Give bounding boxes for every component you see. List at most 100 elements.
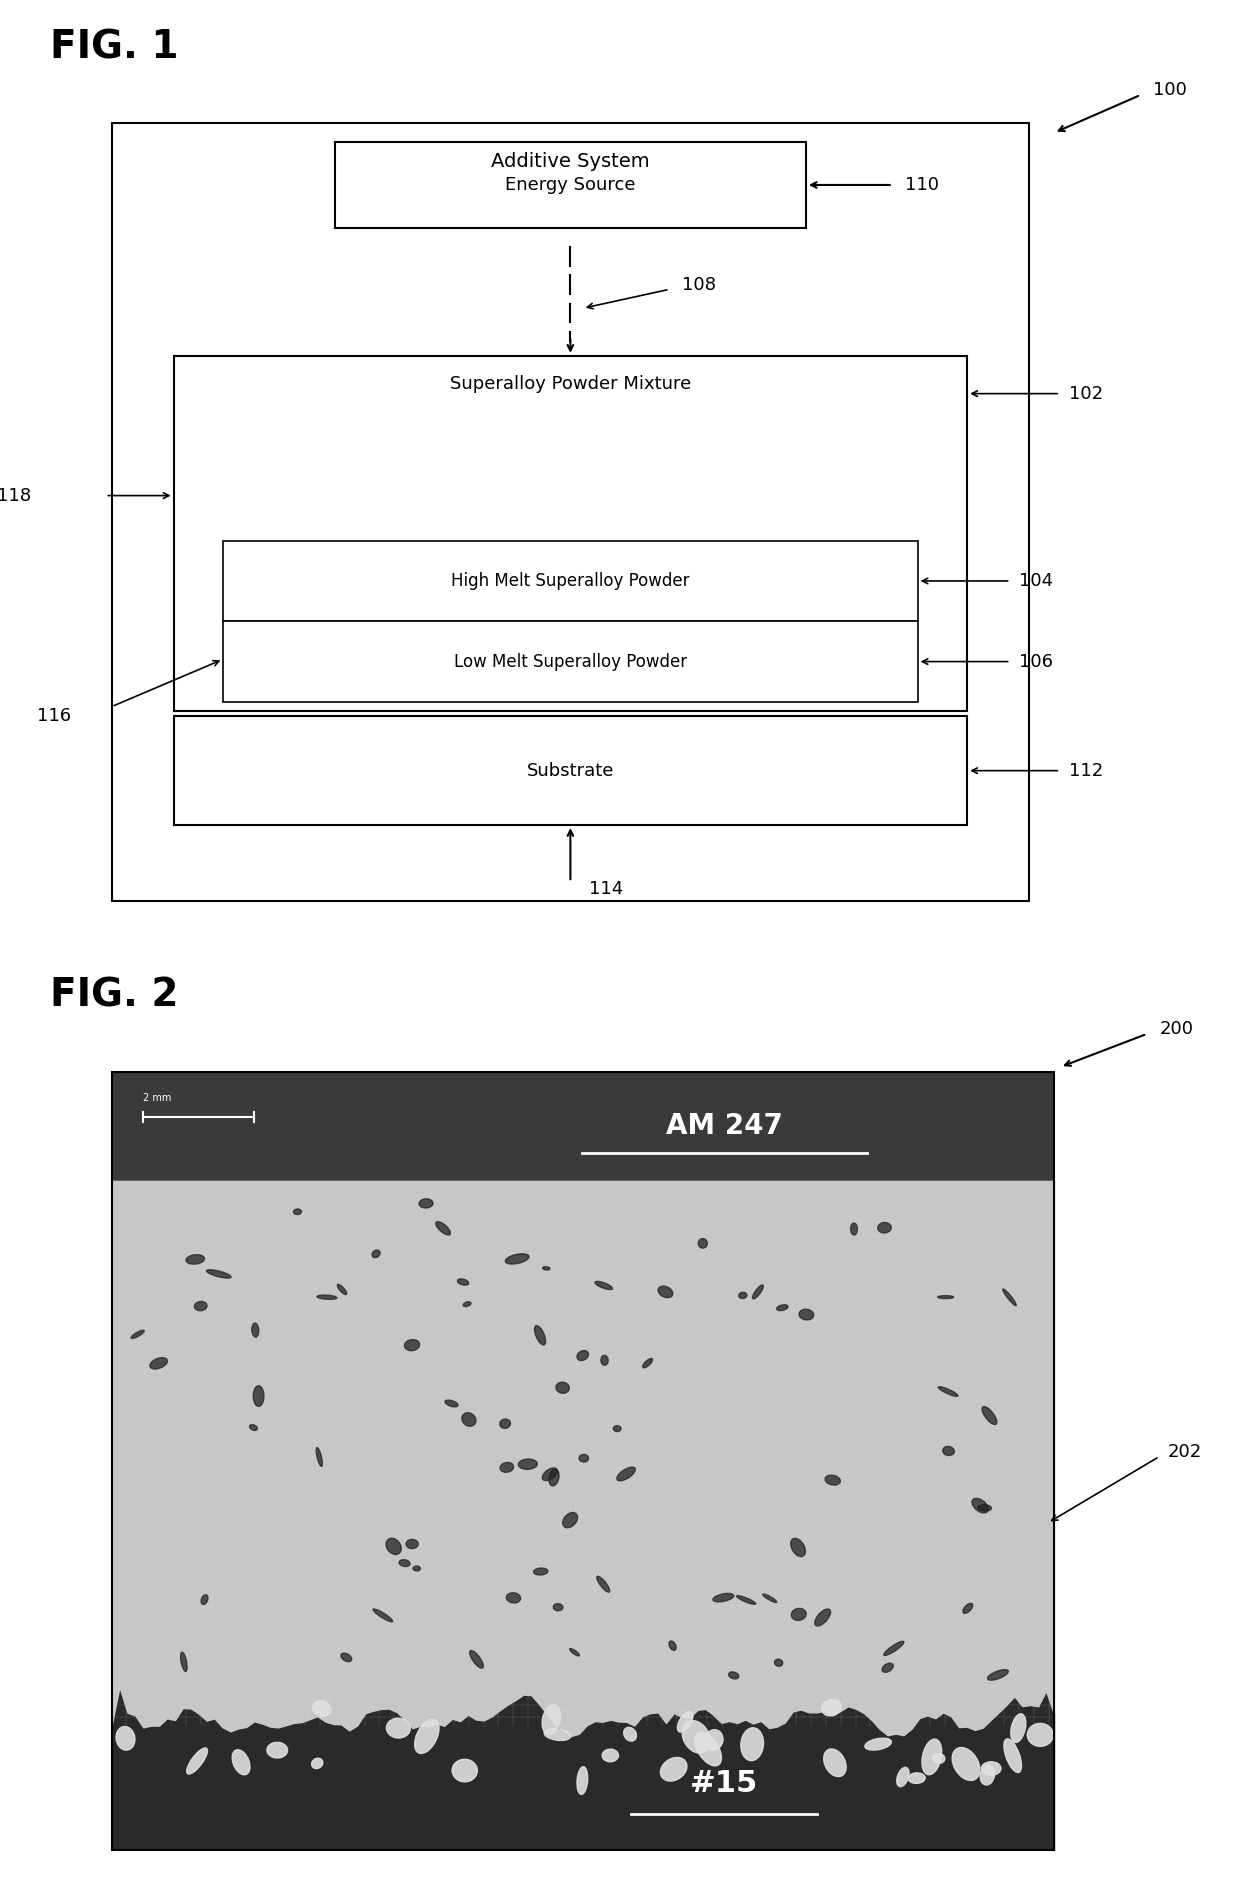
Ellipse shape bbox=[821, 1700, 842, 1717]
Ellipse shape bbox=[737, 1595, 755, 1605]
Ellipse shape bbox=[1003, 1290, 1017, 1305]
Ellipse shape bbox=[972, 1499, 988, 1514]
Ellipse shape bbox=[419, 1199, 433, 1208]
Ellipse shape bbox=[461, 1413, 476, 1427]
Ellipse shape bbox=[596, 1576, 610, 1592]
Ellipse shape bbox=[658, 1286, 673, 1298]
Ellipse shape bbox=[187, 1747, 207, 1774]
Text: 102: 102 bbox=[1069, 385, 1104, 402]
Ellipse shape bbox=[252, 1322, 259, 1337]
FancyBboxPatch shape bbox=[174, 715, 967, 825]
Ellipse shape bbox=[698, 1239, 707, 1248]
Ellipse shape bbox=[117, 1726, 135, 1751]
Text: 110: 110 bbox=[905, 176, 939, 193]
Ellipse shape bbox=[704, 1730, 723, 1751]
Ellipse shape bbox=[939, 1387, 959, 1396]
Text: Additive System: Additive System bbox=[491, 152, 650, 171]
FancyBboxPatch shape bbox=[335, 142, 806, 228]
Ellipse shape bbox=[776, 1305, 787, 1311]
Ellipse shape bbox=[799, 1309, 813, 1320]
Ellipse shape bbox=[642, 1358, 652, 1368]
Ellipse shape bbox=[556, 1383, 569, 1392]
Ellipse shape bbox=[534, 1326, 546, 1345]
Ellipse shape bbox=[729, 1671, 739, 1679]
Ellipse shape bbox=[740, 1728, 764, 1760]
Ellipse shape bbox=[1027, 1722, 1053, 1747]
Ellipse shape bbox=[150, 1358, 167, 1370]
Ellipse shape bbox=[624, 1728, 636, 1741]
Ellipse shape bbox=[337, 1284, 347, 1294]
Ellipse shape bbox=[775, 1660, 782, 1666]
Ellipse shape bbox=[932, 1753, 945, 1764]
Ellipse shape bbox=[453, 1759, 477, 1781]
Ellipse shape bbox=[978, 1504, 992, 1512]
Ellipse shape bbox=[316, 1447, 322, 1466]
Ellipse shape bbox=[563, 1512, 578, 1527]
Ellipse shape bbox=[312, 1702, 331, 1717]
Text: Superalloy Powder Mixture: Superalloy Powder Mixture bbox=[450, 376, 691, 393]
Ellipse shape bbox=[569, 1648, 579, 1656]
Text: 112: 112 bbox=[1069, 763, 1104, 780]
Ellipse shape bbox=[544, 1728, 570, 1740]
Ellipse shape bbox=[616, 1466, 635, 1482]
Ellipse shape bbox=[603, 1749, 619, 1762]
Ellipse shape bbox=[445, 1400, 458, 1408]
Ellipse shape bbox=[131, 1330, 144, 1339]
Ellipse shape bbox=[668, 1641, 676, 1650]
Ellipse shape bbox=[201, 1595, 208, 1605]
Ellipse shape bbox=[533, 1569, 548, 1575]
FancyBboxPatch shape bbox=[223, 541, 918, 620]
Ellipse shape bbox=[694, 1732, 722, 1766]
Ellipse shape bbox=[952, 1747, 980, 1781]
Ellipse shape bbox=[317, 1296, 337, 1299]
Ellipse shape bbox=[595, 1280, 613, 1290]
Ellipse shape bbox=[267, 1741, 288, 1759]
Ellipse shape bbox=[372, 1250, 381, 1258]
Text: 106: 106 bbox=[1019, 653, 1053, 670]
Ellipse shape bbox=[500, 1463, 513, 1472]
FancyBboxPatch shape bbox=[112, 1180, 1054, 1717]
Ellipse shape bbox=[753, 1284, 764, 1299]
Ellipse shape bbox=[414, 1719, 439, 1753]
Ellipse shape bbox=[500, 1419, 511, 1428]
Ellipse shape bbox=[601, 1354, 608, 1366]
Ellipse shape bbox=[195, 1301, 207, 1311]
Text: 202: 202 bbox=[1168, 1444, 1203, 1461]
Ellipse shape bbox=[942, 1446, 955, 1455]
Ellipse shape bbox=[577, 1766, 588, 1795]
Ellipse shape bbox=[981, 1762, 1001, 1776]
Text: 118: 118 bbox=[0, 488, 31, 505]
Ellipse shape bbox=[825, 1476, 841, 1485]
Ellipse shape bbox=[677, 1711, 693, 1732]
Ellipse shape bbox=[884, 1641, 904, 1656]
Text: 100: 100 bbox=[1153, 82, 1187, 99]
Ellipse shape bbox=[506, 1593, 521, 1603]
Text: #15: #15 bbox=[689, 1768, 759, 1798]
Ellipse shape bbox=[864, 1738, 892, 1751]
FancyBboxPatch shape bbox=[174, 357, 967, 711]
Ellipse shape bbox=[405, 1538, 418, 1548]
Ellipse shape bbox=[543, 1267, 549, 1269]
Ellipse shape bbox=[253, 1385, 264, 1406]
Text: FIG. 2: FIG. 2 bbox=[50, 977, 179, 1015]
Text: 108: 108 bbox=[682, 275, 715, 294]
Text: Energy Source: Energy Source bbox=[505, 176, 636, 193]
Ellipse shape bbox=[542, 1705, 560, 1734]
Ellipse shape bbox=[207, 1269, 231, 1279]
Ellipse shape bbox=[458, 1279, 469, 1284]
Ellipse shape bbox=[739, 1292, 746, 1299]
Text: FIG. 1: FIG. 1 bbox=[50, 28, 179, 66]
Text: 200: 200 bbox=[1159, 1021, 1193, 1038]
Ellipse shape bbox=[311, 1759, 322, 1768]
Ellipse shape bbox=[294, 1208, 301, 1214]
Ellipse shape bbox=[980, 1766, 994, 1785]
Ellipse shape bbox=[386, 1538, 402, 1554]
Ellipse shape bbox=[413, 1567, 420, 1571]
Ellipse shape bbox=[549, 1468, 559, 1485]
Ellipse shape bbox=[373, 1609, 393, 1622]
Ellipse shape bbox=[518, 1459, 537, 1470]
Text: AM 247: AM 247 bbox=[666, 1112, 782, 1140]
Ellipse shape bbox=[435, 1222, 450, 1235]
Ellipse shape bbox=[791, 1538, 806, 1557]
Ellipse shape bbox=[399, 1559, 410, 1567]
